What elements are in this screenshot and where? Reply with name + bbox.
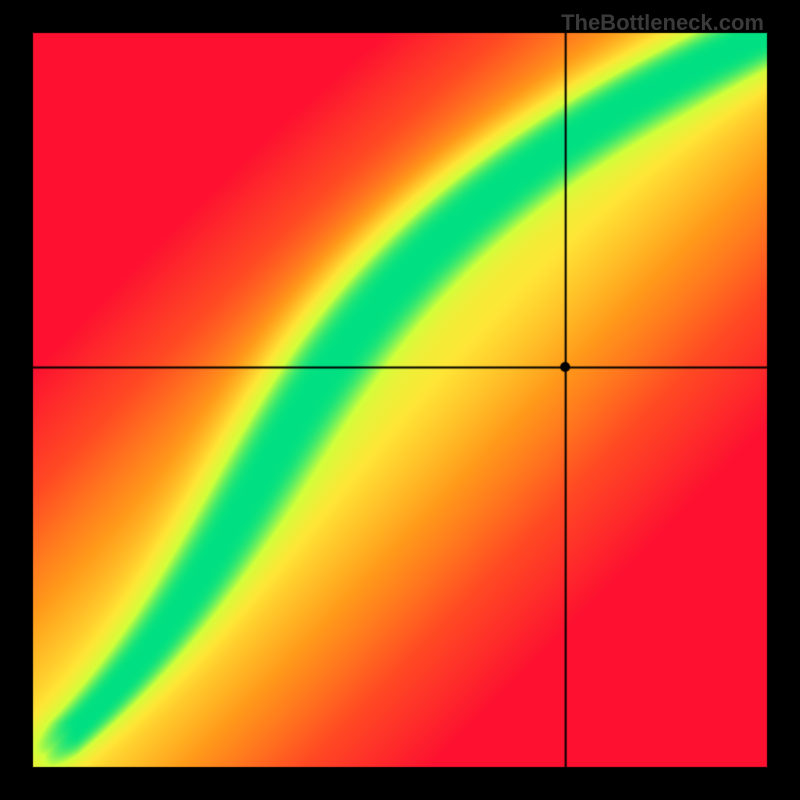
chart-container: TheBottleneck.com xyxy=(0,0,800,800)
heatmap-canvas xyxy=(0,0,800,800)
watermark-label: TheBottleneck.com xyxy=(561,10,764,36)
